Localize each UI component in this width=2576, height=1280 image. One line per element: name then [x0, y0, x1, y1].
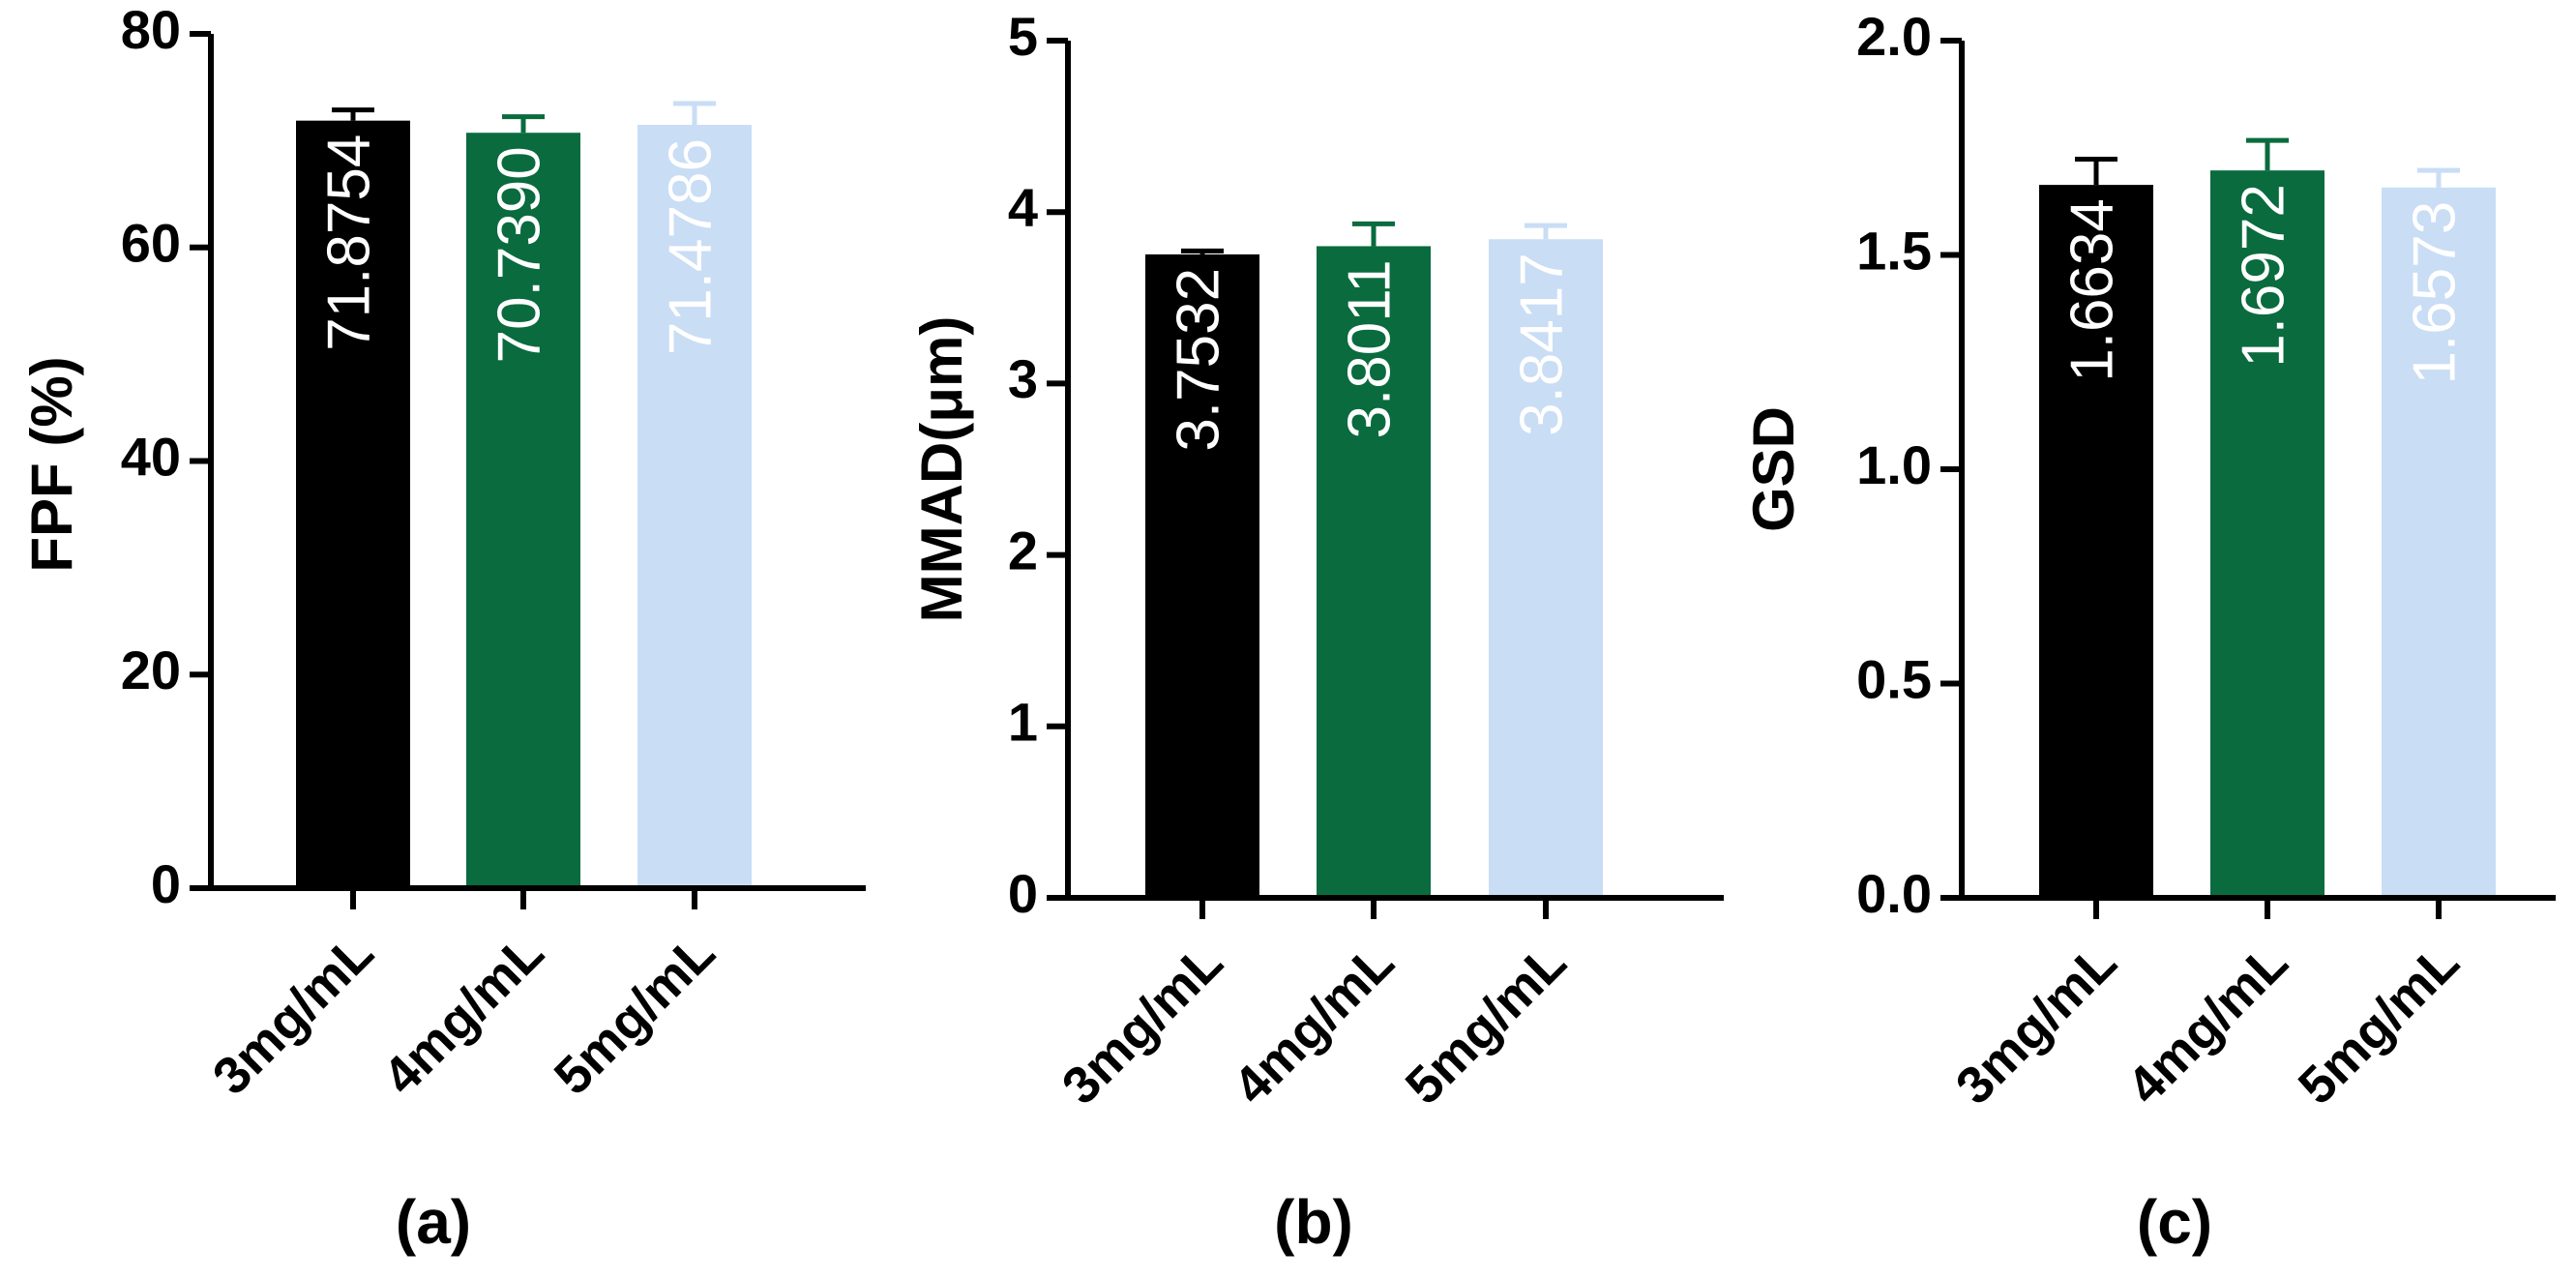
- y-axis-title: MMAD(μm): [909, 316, 974, 623]
- y-tick-label: 60: [121, 213, 181, 274]
- y-tick-label: 4: [1008, 177, 1038, 238]
- y-tick-label: 20: [121, 640, 181, 700]
- data-label: 3.8417: [1508, 253, 1575, 436]
- data-label: 1.6634: [2058, 198, 2125, 382]
- chart-panel-2: 3.7532 3.8011 3.8417 0 1 2 3 4 5 3mg/mL4mg/mL5mg/…: [909, 6, 1724, 1257]
- x-tick-label: 5mg/mL: [2288, 933, 2471, 1116]
- x-tick-label: 4mg/mL: [2117, 933, 2299, 1116]
- bar: [296, 120, 410, 888]
- y-tick-label: 1.5: [1856, 220, 1932, 281]
- x-tick-label: 3mg/mL: [1945, 933, 2128, 1116]
- y-tick-label: 0: [151, 853, 181, 914]
- bar: [1145, 253, 1259, 898]
- x-tick-label: 3mg/mL: [1051, 933, 1234, 1116]
- bar: [1317, 246, 1431, 899]
- y-tick-label: 1.0: [1856, 434, 1932, 495]
- y-tick-label: 80: [121, 0, 181, 60]
- y-axis-title: GSD: [1741, 406, 1806, 532]
- data-label: 1.6972: [2230, 184, 2296, 368]
- y-tick-label: 3: [1008, 348, 1038, 409]
- panel-label: (b): [1274, 1187, 1353, 1257]
- y-tick-label: 5: [1008, 6, 1038, 67]
- y-tick-label: 40: [121, 426, 181, 487]
- y-tick-label: 0.5: [1856, 648, 1932, 709]
- data-label: 3.8011: [1336, 259, 1403, 438]
- x-tick-label: 5mg/mL: [544, 923, 726, 1106]
- bar: [2382, 187, 2496, 898]
- bar: [466, 133, 580, 889]
- bar: [2210, 170, 2324, 899]
- data-label: 71.4786: [657, 138, 724, 355]
- data-label: 3.7532: [1165, 268, 1231, 452]
- chart-panel-3: 1.6634 1.6972 1.6573 0.0 0.5 1.0 1.5 2.0 3mg/mL4…: [1741, 6, 2556, 1257]
- bar: [1489, 239, 1603, 899]
- x-tick-label: 3mg/mL: [202, 923, 385, 1106]
- y-tick-label: 1: [1008, 692, 1038, 753]
- panel-label: (c): [2137, 1187, 2212, 1257]
- data-label: 70.7390: [486, 146, 552, 363]
- y-tick-label: 2: [1008, 520, 1038, 580]
- y-tick-label: 0: [1008, 863, 1038, 924]
- y-tick-label: 0.0: [1856, 863, 1932, 924]
- bar: [2039, 185, 2153, 899]
- x-tick-label: 4mg/mL: [1223, 933, 1406, 1116]
- y-tick-label: 2.0: [1856, 6, 1932, 67]
- bar: [637, 125, 752, 889]
- y-axis-title: FPF (%): [19, 356, 84, 572]
- x-tick-label: 4mg/mL: [372, 923, 555, 1106]
- panel-label: (a): [396, 1187, 471, 1257]
- x-tick-label: 5mg/mL: [1395, 933, 1578, 1116]
- chart-panel-1: 71.8754 70.7390 71.4786 0 20 40 60 80 3mg/mL4mg/…: [19, 0, 866, 1257]
- data-label: 1.6573: [2401, 201, 2468, 385]
- data-label: 71.8754: [315, 134, 382, 351]
